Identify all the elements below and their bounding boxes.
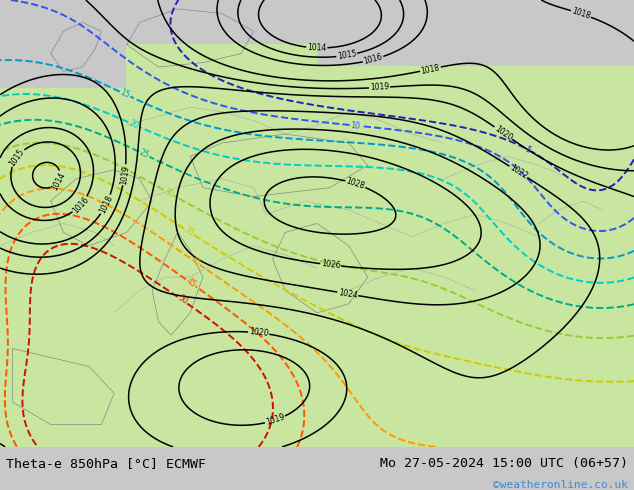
Text: 40: 40 [188,255,202,268]
Text: 15: 15 [119,88,131,100]
Text: 45: 45 [184,276,197,290]
Text: 1016: 1016 [71,195,91,215]
Text: 1014: 1014 [50,170,67,192]
Text: ©weatheronline.co.uk: ©weatheronline.co.uk [493,480,628,490]
Text: 30: 30 [162,187,175,199]
Text: 35: 35 [183,225,196,238]
Text: Mo 27-05-2024 15:00 UTC (06+57): Mo 27-05-2024 15:00 UTC (06+57) [380,457,628,470]
Text: 10: 10 [350,121,361,130]
Text: 1014: 1014 [307,43,327,52]
Text: 1028: 1028 [345,176,366,191]
Text: 1022: 1022 [508,163,529,181]
Text: Theta-e 850hPa [°C] ECMWF: Theta-e 850hPa [°C] ECMWF [6,457,206,470]
Text: 1018: 1018 [98,194,114,215]
Text: 1018: 1018 [571,6,592,21]
Text: 20: 20 [127,119,140,130]
Text: 1015: 1015 [8,147,26,168]
Text: 50: 50 [176,294,189,307]
Text: 1019: 1019 [370,82,389,93]
Text: 1019: 1019 [264,413,286,427]
Text: 1018: 1018 [420,63,441,75]
Text: 1024: 1024 [337,288,358,300]
Text: 1026: 1026 [321,259,341,270]
Text: 1015: 1015 [337,49,357,61]
Text: 1020: 1020 [249,327,269,339]
Text: 25: 25 [138,148,150,160]
Text: 1019: 1019 [119,165,131,185]
Text: 1020: 1020 [493,124,514,142]
Text: 5: 5 [524,145,533,155]
Text: 1016: 1016 [363,52,384,66]
